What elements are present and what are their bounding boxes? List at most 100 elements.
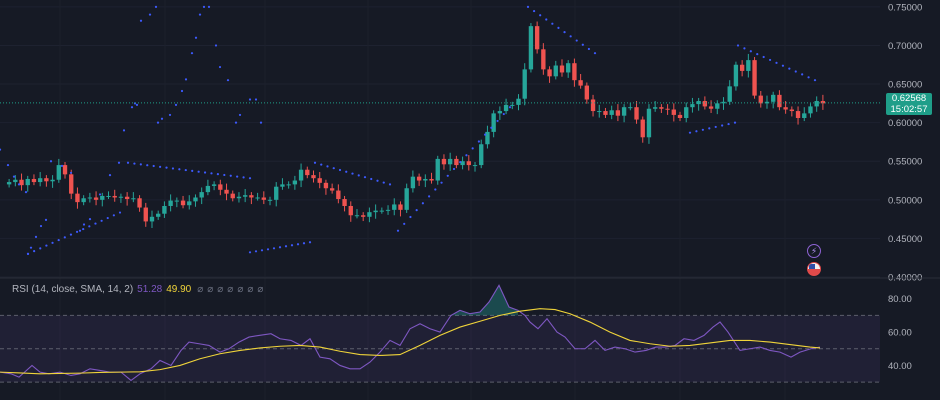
sar-dot (762, 55, 765, 59)
candle-body (429, 178, 434, 181)
price-tick-label-3: 0.60000 (888, 118, 922, 129)
sar-dot (135, 103, 139, 106)
candle-body (503, 104, 509, 112)
sar-dot (39, 224, 43, 228)
sar-dot (502, 112, 505, 116)
candle-body (385, 209, 391, 211)
candle-body (211, 184, 217, 186)
sar-dot (248, 98, 252, 101)
candle-body (342, 199, 347, 206)
sar-dot (714, 125, 717, 129)
candle-body (454, 158, 459, 166)
candle-body (628, 107, 633, 109)
sar-dot (248, 251, 252, 254)
sar-dot (539, 14, 542, 17)
candle-body (634, 107, 639, 120)
candle-body (820, 101, 826, 104)
sar-dot (218, 65, 222, 69)
sar-dot (94, 222, 97, 225)
sar-dot (168, 113, 172, 117)
sar-dot (284, 245, 288, 248)
sar-dot (351, 172, 354, 175)
candle-body (193, 197, 198, 202)
sar-dot (229, 174, 232, 177)
candle-body (379, 210, 385, 212)
sar-dot (733, 121, 737, 124)
candle-body (702, 101, 708, 107)
sar-dot (813, 79, 817, 82)
candle-body (802, 113, 807, 119)
sar-dot (575, 39, 578, 42)
sar-dot (178, 168, 181, 171)
candle-body (590, 99, 596, 112)
sar-dot (296, 243, 300, 246)
candle-body (69, 174, 74, 194)
candle-body (156, 213, 161, 217)
candle-body (715, 103, 720, 109)
candle-body (174, 200, 180, 202)
price-tick-label-5: 0.50000 (888, 195, 922, 206)
candle-body (435, 158, 440, 181)
sar-dot (26, 252, 30, 255)
us-flag-icon[interactable] (807, 262, 821, 276)
candle-body (814, 101, 819, 107)
candle-body (677, 114, 683, 119)
sar-dot (452, 167, 456, 171)
sar-dot (234, 121, 238, 124)
candle-body (410, 176, 416, 189)
sar-dot (180, 89, 184, 93)
indicator-options-icons[interactable]: ⌀⌀⌀⌀⌀⌀⌀ (197, 284, 268, 295)
sar-dot (581, 43, 584, 46)
sar-dot (688, 131, 692, 134)
candle-body (242, 195, 248, 197)
sar-dot (34, 235, 38, 238)
candle-body (149, 216, 155, 222)
sar-dot (106, 216, 109, 220)
sar-dot (29, 246, 33, 249)
sar-dot (701, 128, 704, 131)
candle-body (522, 69, 527, 99)
sar-dot (254, 98, 258, 101)
candle-body (56, 165, 61, 180)
candle-body (615, 110, 621, 116)
candle-body (311, 175, 316, 179)
lightning-icon[interactable]: ⚡ (807, 244, 821, 258)
candle-body (274, 186, 279, 200)
price-tick-label-1: 0.70000 (888, 41, 922, 52)
candle-body (75, 193, 80, 203)
candle-body (497, 111, 503, 114)
sar-dot (69, 171, 73, 174)
sar-dot (551, 22, 554, 25)
candle-body (398, 204, 403, 210)
sar-dot (203, 171, 207, 174)
sar-dot (471, 147, 474, 150)
sar-dot (0, 148, 2, 151)
sar-dot (100, 219, 103, 222)
sar-dot (593, 52, 597, 55)
sar-dot (484, 133, 487, 136)
candle-body (255, 197, 260, 199)
candle-body (81, 198, 86, 203)
rsi-sma-value: 49.90 (166, 284, 192, 295)
sar-dot (194, 36, 198, 39)
sar-dot (370, 177, 373, 181)
sar-dot (388, 183, 392, 186)
sar-dot (248, 177, 252, 180)
candle-body (373, 210, 378, 213)
sar-dot (320, 163, 323, 166)
candle-body (534, 26, 540, 50)
sar-dot (197, 170, 200, 173)
candle-body (249, 195, 254, 198)
candle-body (336, 190, 341, 200)
rsi-value: 51.28 (137, 284, 163, 295)
candle-body (777, 94, 782, 108)
sar-dot (302, 242, 306, 245)
candle-body (559, 65, 565, 73)
candle-body (423, 178, 428, 181)
sar-dot (421, 202, 424, 205)
sar-dot (24, 190, 28, 194)
price-tick-label-4: 0.55000 (888, 157, 922, 168)
sar-dot (332, 167, 335, 170)
candle-body (516, 98, 521, 105)
sar-dot (216, 173, 219, 176)
